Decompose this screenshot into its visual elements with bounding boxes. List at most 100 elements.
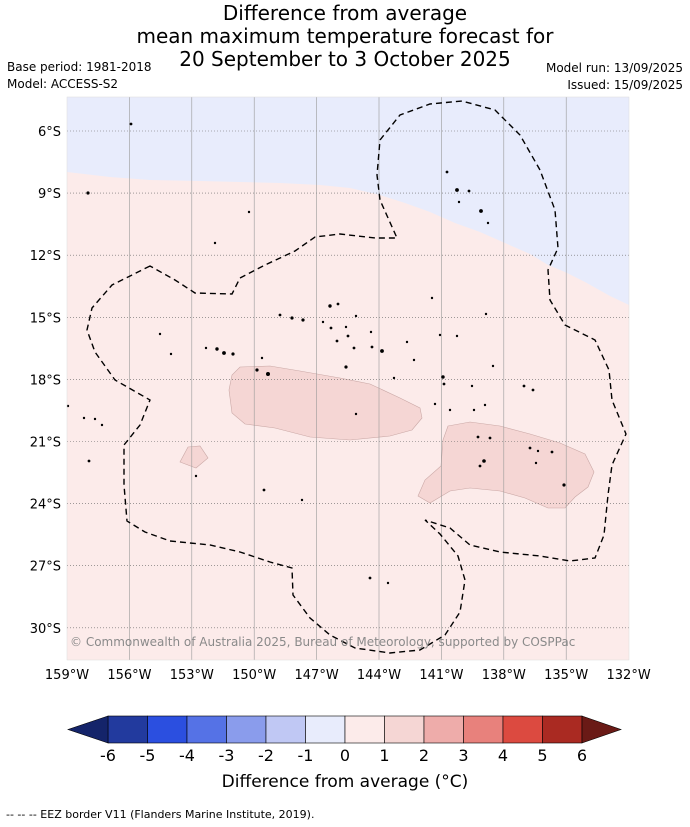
colorbar-tick: 1 <box>379 746 389 765</box>
colorbar-segment <box>226 715 267 744</box>
map-area <box>67 97 629 660</box>
island-marker <box>87 459 91 463</box>
island-marker <box>344 365 348 369</box>
latitude-label: 18°S <box>30 373 61 388</box>
colorbar-segment <box>186 715 227 744</box>
island-marker <box>484 312 488 316</box>
longitude-labels: 159°W 156°W 153°W 150°W 147°W 144°W 141°W 138°W… <box>45 668 651 683</box>
island-marker <box>329 326 333 330</box>
colorbar-tick: -5 <box>140 746 156 765</box>
colorbar-segment <box>107 715 148 744</box>
islands <box>66 122 566 585</box>
island-marker <box>300 498 304 502</box>
colorbar-tick: -3 <box>219 746 235 765</box>
island-marker <box>483 403 487 407</box>
colorbar-segment <box>542 715 583 744</box>
colorbar-tick: 0 <box>340 746 350 765</box>
island-marker <box>290 316 294 320</box>
latitude-label: 21°S <box>30 436 61 451</box>
colorbar-tick: -4 <box>179 746 195 765</box>
title-line-1: Difference from average <box>222 1 468 25</box>
colorbar <box>67 715 622 744</box>
longitude-label: 159°W <box>45 668 89 683</box>
island-marker <box>491 364 495 368</box>
longitude-label: 150°W <box>232 668 276 683</box>
island-marker <box>260 356 264 360</box>
colorbar-tick: -6 <box>100 746 116 765</box>
model-run-text: Model run: 13/09/2025 <box>545 61 683 75</box>
island-marker <box>457 200 461 204</box>
island-marker <box>472 408 476 412</box>
warm-anomaly-area-3 <box>179 445 209 469</box>
eez-border-main <box>86 100 627 654</box>
latitude-label: 9°S <box>38 187 61 202</box>
colorbar-segment <box>344 715 385 744</box>
island-marker <box>278 313 282 317</box>
meta-right: Model run: 13/09/2025 Issued: 15/09/2025 <box>546 60 683 94</box>
longitude-label: 156°W <box>107 668 151 683</box>
latitude-label: 30°S <box>30 622 61 637</box>
meta-left: Base period: 1981-2018 Model: ACCESS-S2 <box>7 59 152 93</box>
base-period-text: Base period: 1981-2018 <box>7 60 152 74</box>
copyright-text: © Commonwealth of Australia 2025, Bureau… <box>70 635 575 649</box>
island-marker <box>522 384 526 388</box>
island-marker <box>433 402 437 406</box>
colorbar-tick: 5 <box>537 746 547 765</box>
island-marker <box>169 352 173 356</box>
longitude-label: 132°W <box>607 668 651 683</box>
island-marker <box>265 371 270 376</box>
island-marker <box>301 318 305 322</box>
latitude-label: 6°S <box>38 125 61 140</box>
island-marker <box>392 376 396 380</box>
island-marker <box>215 347 219 351</box>
island-marker <box>369 330 373 334</box>
colorbar-tick: 6 <box>577 746 587 765</box>
gridlines <box>67 97 629 660</box>
island-marker <box>66 404 70 408</box>
island-marker <box>86 191 90 195</box>
island-marker <box>370 345 374 349</box>
island-marker <box>354 412 358 416</box>
latitude-label: 15°S <box>30 311 61 326</box>
island-marker <box>328 304 332 308</box>
island-marker <box>222 351 226 355</box>
island-marker <box>93 417 97 421</box>
island-marker <box>231 352 235 356</box>
model-text: Model: ACCESS-S2 <box>7 77 119 91</box>
eez-footnote: -- -- -- EEZ border V11 (Flanders Marine… <box>6 808 315 821</box>
island-marker <box>536 449 540 453</box>
colorbar-segment <box>265 715 306 744</box>
island-marker <box>380 349 384 353</box>
island-marker <box>550 450 554 454</box>
island-marker <box>476 435 480 439</box>
island-marker <box>247 210 251 214</box>
below-average-region <box>67 97 629 305</box>
island-marker <box>158 332 162 336</box>
island-marker <box>82 416 86 420</box>
title-line-2: mean maximum temperature forecast for <box>136 24 554 48</box>
warm-anomaly-area-2 <box>417 421 595 509</box>
island-marker <box>528 446 532 450</box>
island-marker <box>448 408 452 412</box>
colorbar-segment <box>423 715 464 744</box>
island-marker <box>344 325 348 329</box>
longitude-label: 138°W <box>482 668 526 683</box>
colorbar-segment <box>147 715 188 744</box>
island-marker <box>430 296 434 300</box>
colorbar-segment <box>502 715 543 744</box>
island-marker <box>262 488 266 492</box>
map-frame <box>66 96 630 661</box>
longitude-label: 153°W <box>170 668 214 683</box>
latitude-label: 12°S <box>30 249 61 264</box>
island-marker <box>470 384 474 388</box>
colorbar-low-extend <box>67 715 109 744</box>
island-marker <box>213 241 217 245</box>
colorbar-label: Difference from average (°C) <box>221 772 469 792</box>
island-marker <box>531 388 535 392</box>
longitude-label: 144°W <box>357 668 401 683</box>
warm-anomaly-area-1 <box>228 365 423 441</box>
island-marker <box>479 209 483 213</box>
colorbar-segment <box>384 715 425 744</box>
island-marker <box>488 436 492 440</box>
